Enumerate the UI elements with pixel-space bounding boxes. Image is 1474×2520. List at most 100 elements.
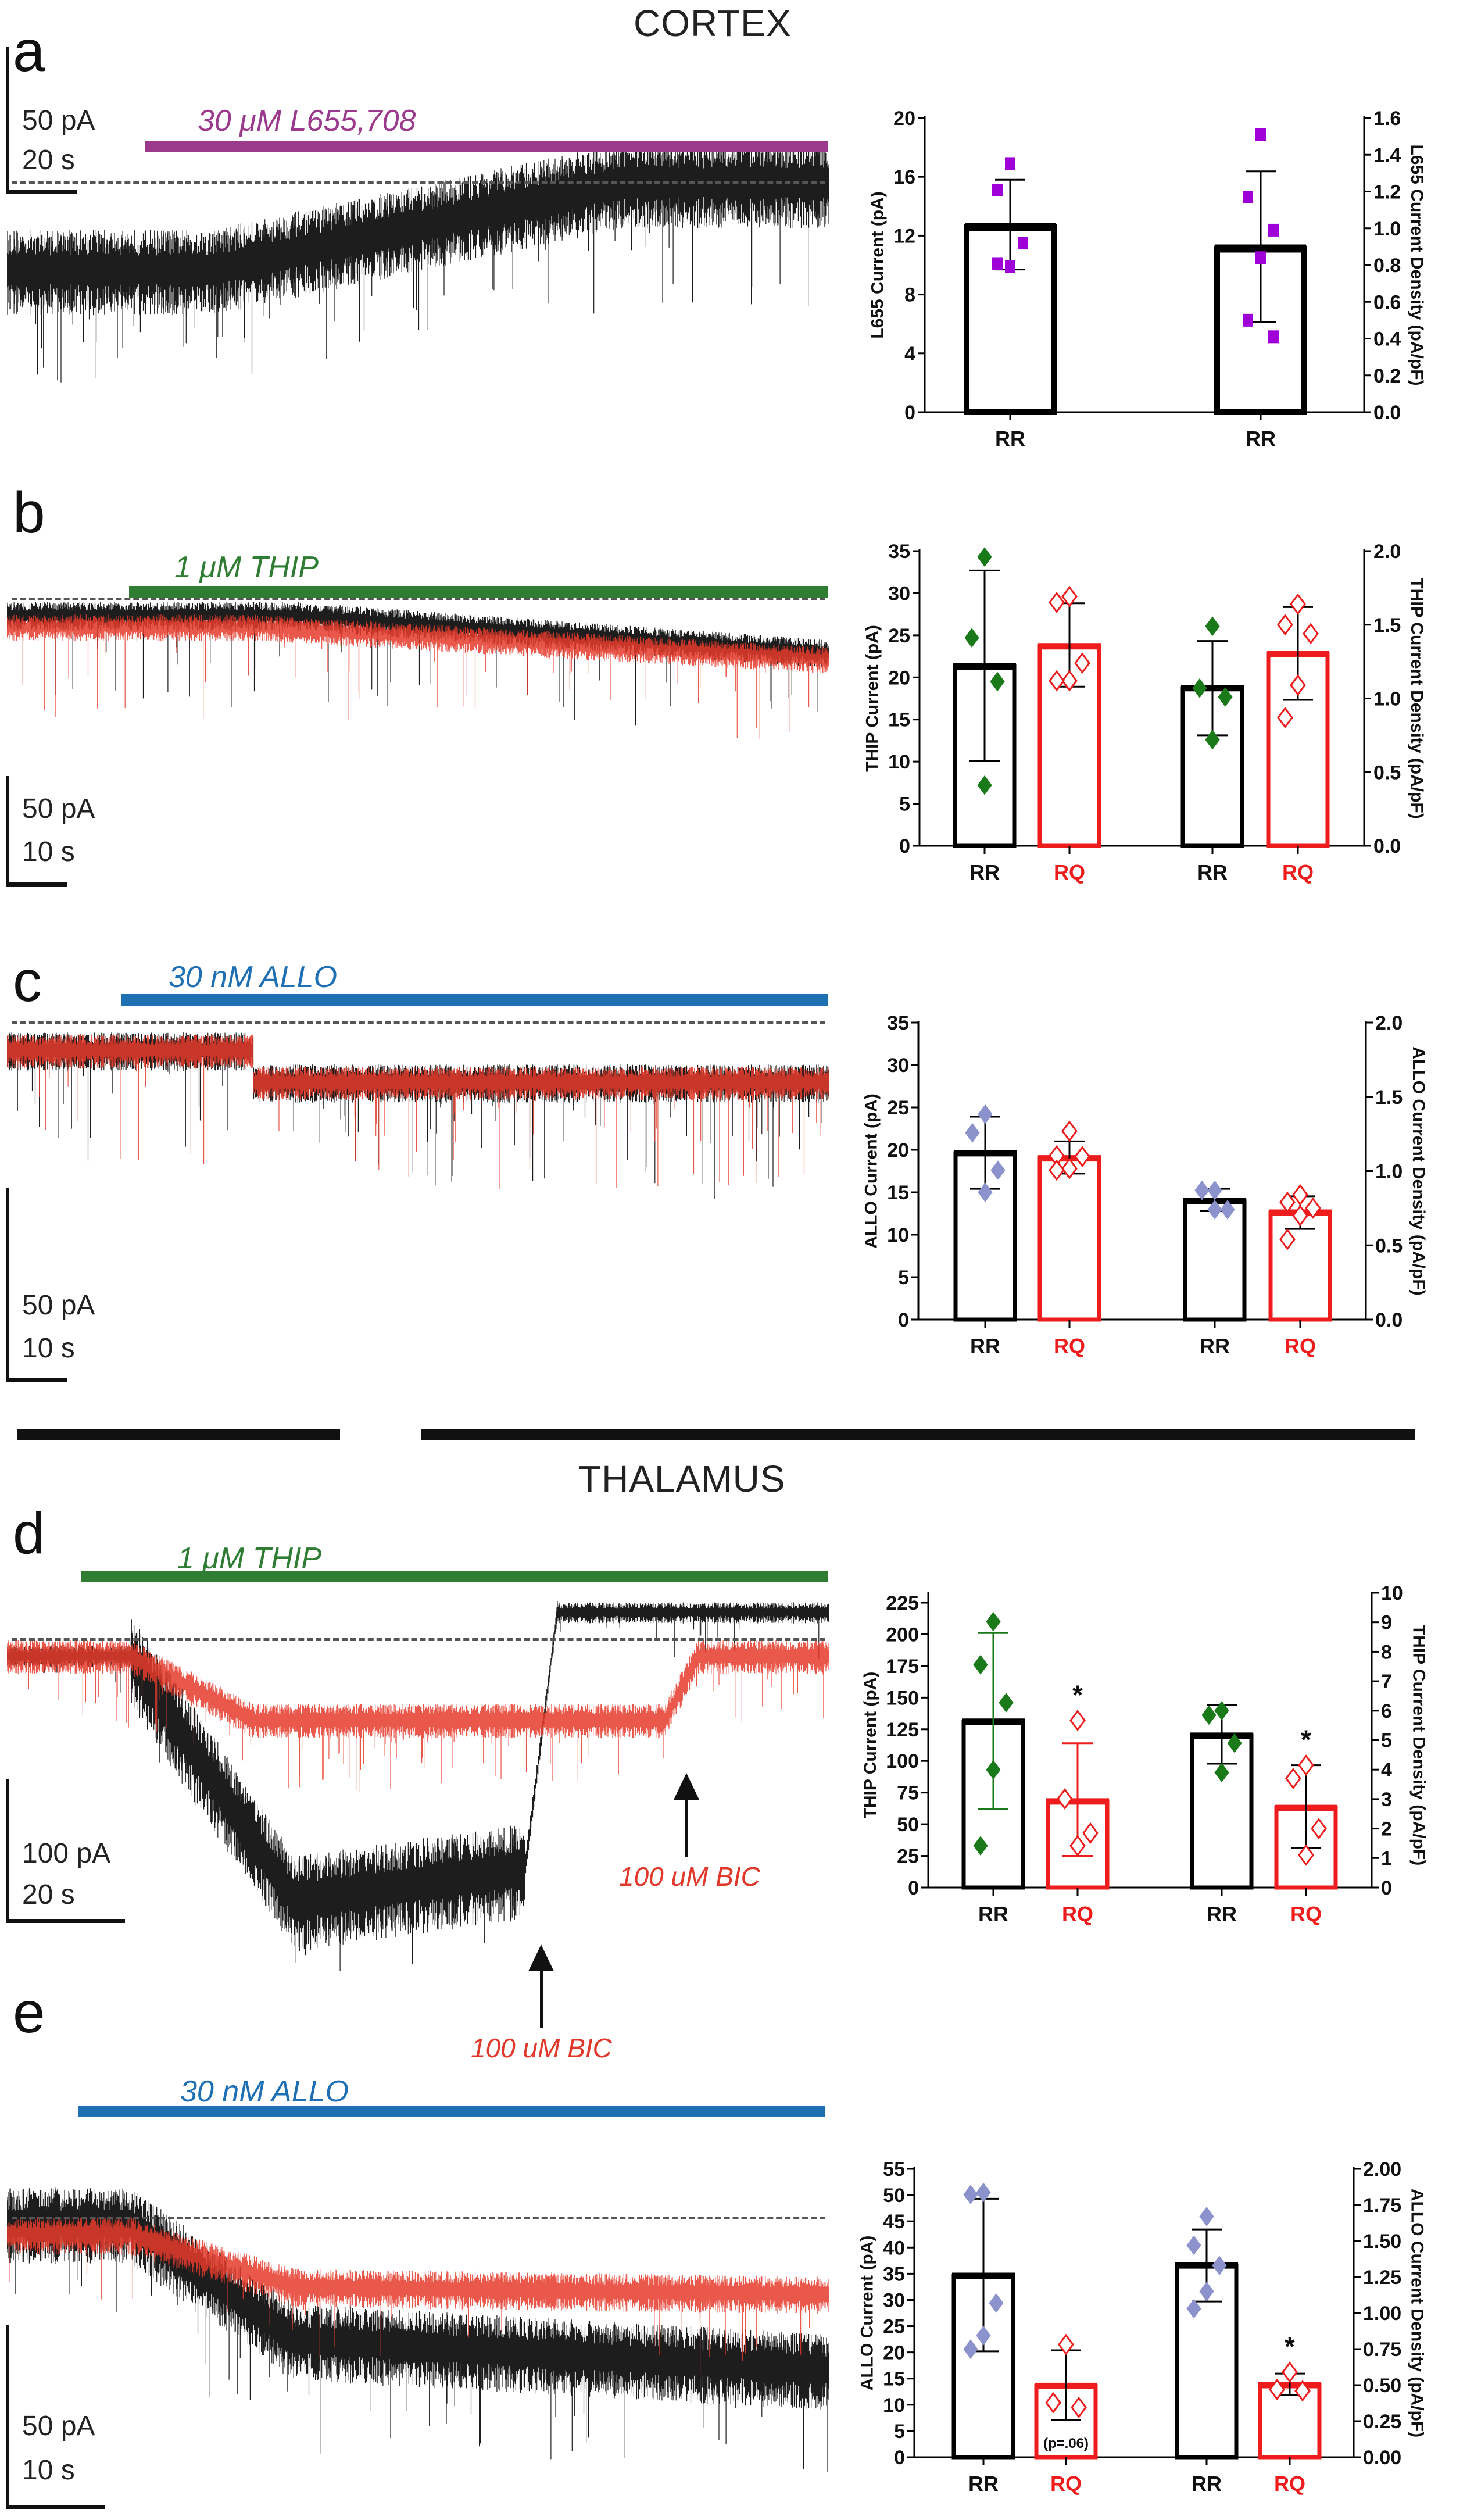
category-label: RR: [1207, 1902, 1237, 1926]
scale-current-label: 50 pA: [22, 2411, 95, 2442]
y-tick-label: 5: [894, 2421, 905, 2443]
category-label: RR: [1200, 1334, 1230, 1358]
data-point: [1045, 2392, 1061, 2414]
data-point: [978, 1182, 993, 1202]
data-point: [1194, 1180, 1210, 1200]
y2-tick-label: 1.00: [1363, 2303, 1401, 2325]
data-point: [1074, 1146, 1090, 1168]
y2-tick-label: 0: [1381, 1877, 1392, 1899]
current-trace: [7, 1601, 829, 1971]
significance-asterisk: *: [1072, 1680, 1083, 1710]
y-tick-label: 25: [887, 1097, 909, 1119]
bar-group-rr: RR: [961, 1611, 1025, 1926]
data-point: [1069, 1835, 1086, 1857]
y2-tick-label: 5: [1381, 1730, 1392, 1752]
y-axis-label: L655 Current (pA): [868, 191, 888, 338]
y2-tick-label: 9: [1381, 1612, 1392, 1634]
y2-tick-label: 3: [1381, 1789, 1392, 1811]
y2-tick-label: 0.75: [1363, 2339, 1401, 2361]
category-label: RQ: [1062, 1902, 1093, 1926]
y-tick-label: 20: [883, 2342, 905, 2364]
bar-group-rr: RR: [953, 547, 1017, 884]
bic-arrow-icon: [528, 1944, 554, 1971]
section-title-cortex: CORTEX: [634, 2, 792, 44]
data-point: [1049, 1159, 1065, 1181]
bar-group-rq: RQ: [1037, 1120, 1101, 1358]
trace-series-rq: [7, 1640, 829, 1792]
scale-time-label: 20 s: [22, 145, 75, 176]
data-point: [1292, 1184, 1308, 1206]
category-label: RQ: [1274, 2472, 1305, 2496]
bar-group-rr: RR: [1175, 2207, 1239, 2496]
bar-group-rq: RQ (p=.06): [1034, 2333, 1098, 2496]
y2-tick-label: 0.4: [1373, 328, 1401, 351]
data-point: [1279, 1191, 1296, 1213]
data-point: [1294, 2380, 1311, 2402]
chart-panel-b: 0 5 10 15 20 25 30 35 0.0 0.5 1.0 1.5 2.0 THIP Curren…: [863, 541, 1426, 884]
y-tick-label: 0: [894, 2447, 905, 2469]
scale-bar-vertical: [6, 2325, 9, 2509]
y-tick-label: 12: [893, 225, 915, 247]
y2-tick-label: 1.0: [1373, 688, 1401, 710]
data-point: [1227, 1733, 1242, 1753]
data-point: [1058, 2333, 1074, 2355]
data-point: [1061, 670, 1078, 692]
data-point: [1303, 623, 1319, 645]
bar: [1037, 1156, 1101, 1322]
category-label: RQ: [1054, 1334, 1085, 1358]
drug-application-bar: [121, 994, 828, 1006]
drug-application-bar: [145, 141, 828, 152]
drug-application-bar: [78, 2106, 825, 2117]
data-point: [976, 2325, 991, 2346]
current-trace: [7, 2187, 829, 2472]
y-tick-label: 55: [883, 2158, 905, 2181]
y-tick-label: 50: [883, 2185, 905, 2207]
data-point: [1298, 1754, 1314, 1776]
panel-letter: a: [13, 19, 45, 84]
baseline-dashed-line: [12, 181, 825, 184]
y-tick-label: 25: [897, 1846, 919, 1868]
y2-tick-label: 0.5: [1375, 1235, 1403, 1257]
scale-bar-horizontal: [6, 882, 67, 887]
y-tick-label: 16: [893, 166, 915, 188]
data-point: [990, 1160, 1006, 1180]
y2-tick-label: 1.75: [1363, 2194, 1401, 2217]
bar-group-rr: RR: [964, 157, 1057, 451]
scale-bar-vertical: [6, 1779, 9, 1923]
bar-group-rq: RQ: [1037, 585, 1101, 884]
y-tick-label: 20: [888, 667, 910, 689]
y2-tick-label: 1.0: [1373, 218, 1401, 240]
chart-panel-d: 0 25 50 75 100 125 150 175 200 225 0 1 2 3 4 5 6 7 8 9 10 THI…: [861, 1582, 1429, 1926]
p-value-annotation: (p=.06): [1043, 2436, 1089, 2451]
y-tick-label: 5: [899, 793, 910, 816]
current-trace: [7, 602, 829, 739]
category-label: RR: [978, 1902, 1008, 1926]
data-point: [1186, 2235, 1201, 2256]
y-tick-label: 20: [887, 1139, 909, 1161]
trace-series-rq: [7, 2217, 829, 2374]
drug-application-label: 1 μM THIP: [177, 1542, 322, 1575]
y-tick-label: 0: [898, 1309, 909, 1331]
data-point: [1186, 2299, 1201, 2319]
y2-tick-label: 0.6: [1373, 291, 1401, 313]
y-tick-label: 35: [887, 1012, 909, 1034]
data-point: [1292, 1204, 1308, 1227]
data-point: [999, 1693, 1014, 1713]
baseline-dashed-line: [12, 598, 825, 600]
data-point: [1298, 1844, 1314, 1866]
y2-tick-label: 0.2: [1373, 365, 1401, 387]
y-tick-label: 15: [887, 1182, 909, 1204]
bar-group-rr: RR: [1180, 616, 1244, 884]
data-point: [1243, 190, 1253, 203]
data-point: [1005, 260, 1015, 273]
data-point: [963, 2339, 978, 2360]
y-tick-label: 20: [893, 108, 915, 130]
data-point: [1255, 251, 1266, 264]
scale-current-label: 50 pA: [22, 1290, 95, 1321]
chart-panel-e: 0 5 10 15 20 25 30 35 40 45 50 55 0.00 0.25 0.50 0.75 1.…: [858, 2158, 1427, 2496]
scale-bar-horizontal: [6, 1919, 125, 1923]
bar-group-rq: RQ *: [1274, 1725, 1338, 1926]
data-point: [992, 183, 1003, 196]
y2-tick-label: 1.5: [1373, 614, 1401, 637]
panel-letter: c: [13, 949, 42, 1014]
